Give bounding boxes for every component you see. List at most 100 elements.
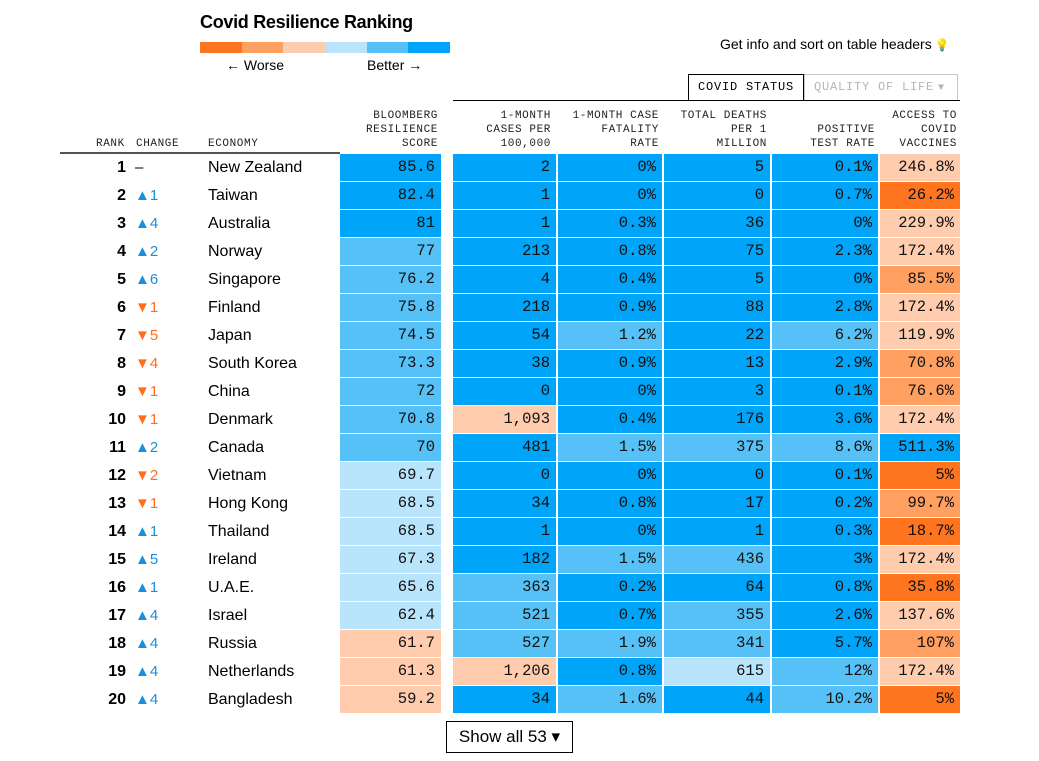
score-cell: 67.3 [340, 546, 441, 573]
show-all-button[interactable]: Show all 53 ▾ [446, 721, 573, 753]
change-cell: ▲2 [135, 439, 159, 456]
header-cases-line3: 100,000 [500, 138, 551, 150]
economy-cell: Russia [208, 635, 257, 652]
legend-swatch-best [408, 42, 451, 53]
table-row: 18 ▲4 Russia 61.7 527 1.9% 341 5.7% 107% [0, 630, 1039, 658]
deaths-cell: 22 [664, 322, 770, 349]
deaths-cell: 3 [664, 378, 770, 405]
table-row: 8 ▼4 South Korea 73.3 38 0.9% 13 2.9% 70.8% [0, 350, 1039, 378]
pos-cell: 5.7% [772, 630, 878, 657]
cases-cell: 1,093 [453, 406, 556, 433]
deaths-cell: 341 [664, 630, 770, 657]
tab-quality-of-life-label: QUALITY OF LIFE [814, 80, 935, 94]
info-hint: Get info and sort on table headers 💡 [720, 36, 950, 52]
deaths-cell: 17 [664, 490, 770, 517]
header-change[interactable]: CHANGE [136, 138, 180, 150]
legend-worse-label: ← Worse [226, 57, 285, 73]
lightbulb-icon: 💡 [934, 38, 950, 52]
change-cell: ▼2 [135, 467, 159, 484]
economy-cell: Singapore [208, 271, 281, 288]
score-cell: 76.2 [340, 266, 441, 293]
header-cfr-line3: RATE [630, 138, 659, 150]
cfr-cell: 0.8% [558, 658, 662, 685]
header-cases[interactable]: 1-MONTH CASES PER 100,000 [453, 109, 551, 151]
score-cell: 77 [340, 238, 441, 265]
table-row: 4 ▲2 Norway 77 213 0.8% 75 2.3% 172.4% [0, 238, 1039, 266]
deaths-cell: 36 [664, 210, 770, 237]
cfr-cell: 1.5% [558, 434, 662, 461]
rank-cell: 14 [108, 523, 126, 540]
header-divider [453, 100, 960, 101]
cfr-cell: 0.7% [558, 602, 662, 629]
economy-cell: Thailand [208, 523, 270, 540]
score-cell: 70.8 [340, 406, 441, 433]
economy-cell: New Zealand [208, 159, 303, 176]
header-score[interactable]: BLOOMBERG RESILIENCE SCORE [340, 109, 438, 151]
cfr-cell: 0.9% [558, 294, 662, 321]
tab-quality-of-life[interactable]: QUALITY OF LIFE ▼ [804, 74, 958, 101]
change-cell: ▲4 [135, 635, 159, 652]
cfr-cell: 0.8% [558, 238, 662, 265]
score-cell: 70 [340, 434, 441, 461]
vacc-cell: 172.4% [880, 546, 960, 573]
vacc-cell: 172.4% [880, 658, 960, 685]
rank-cell: 6 [117, 299, 126, 316]
header-pos-line2: TEST RATE [810, 138, 875, 150]
score-cell: 81 [340, 210, 441, 237]
tab-covid-status[interactable]: COVID STATUS [688, 74, 804, 101]
header-rank[interactable]: RANK [96, 138, 125, 150]
pos-cell: 2.3% [772, 238, 878, 265]
cfr-cell: 0.8% [558, 490, 662, 517]
vacc-cell: 18.7% [880, 518, 960, 545]
cfr-cell: 0.4% [558, 266, 662, 293]
deaths-cell: 176 [664, 406, 770, 433]
header-vacc-line3: VACCINES [899, 138, 957, 150]
pos-cell: 2.8% [772, 294, 878, 321]
vacc-cell: 99.7% [880, 490, 960, 517]
cfr-cell: 0% [558, 518, 662, 545]
deaths-cell: 88 [664, 294, 770, 321]
deaths-cell: 0 [664, 462, 770, 489]
change-cell: ▼1 [135, 383, 159, 400]
cfr-cell: 0.2% [558, 574, 662, 601]
economy-cell: Japan [208, 327, 252, 344]
pos-cell: 0% [772, 266, 878, 293]
header-economy[interactable]: ECONOMY [208, 138, 259, 150]
header-vacc-line2: COVID [920, 124, 957, 136]
table-row: 20 ▲4 Bangladesh 59.2 34 1.6% 44 10.2% 5% [0, 686, 1039, 714]
deaths-cell: 44 [664, 686, 770, 713]
score-cell: 61.7 [340, 630, 441, 657]
header-deaths-line2: PER 1 [730, 124, 767, 136]
cfr-cell: 0.9% [558, 350, 662, 377]
pos-cell: 10.2% [772, 686, 878, 713]
deaths-cell: 375 [664, 434, 770, 461]
header-vacc[interactable]: ACCESS TO COVID VACCINES [880, 109, 957, 151]
change-cell: ▼5 [135, 327, 159, 344]
header-cfr-line1: 1-MONTH CASE [572, 110, 659, 122]
pos-cell: 0.3% [772, 518, 878, 545]
score-cell: 82.4 [340, 182, 441, 209]
deaths-cell: 1 [664, 518, 770, 545]
color-legend [200, 42, 451, 53]
table-row: 5 ▲6 Singapore 76.2 4 0.4% 5 0% 85.5% [0, 266, 1039, 294]
legend-swatch-worst [200, 42, 242, 53]
header-deaths[interactable]: TOTAL DEATHS PER 1 MILLION [664, 109, 767, 151]
change-cell: ▲5 [135, 551, 159, 568]
header-score-line3: SCORE [401, 138, 438, 150]
deaths-cell: 436 [664, 546, 770, 573]
score-cell: 62.4 [340, 602, 441, 629]
pos-cell: 8.6% [772, 434, 878, 461]
vacc-cell: 172.4% [880, 406, 960, 433]
vacc-cell: 70.8% [880, 350, 960, 377]
score-cell: 59.2 [340, 686, 441, 713]
economy-cell: Israel [208, 607, 248, 624]
table-row: 2 ▲1 Taiwan 82.4 1 0% 0 0.7% 26.2% [0, 182, 1039, 210]
rank-cell: 13 [108, 495, 126, 512]
header-pos[interactable]: POSITIVE TEST RATE [772, 123, 875, 151]
header-cfr[interactable]: 1-MONTH CASE FATALITY RATE [558, 109, 659, 151]
change-cell: ▲4 [135, 691, 159, 708]
cfr-cell: 0.3% [558, 210, 662, 237]
vacc-cell: 246.8% [880, 154, 960, 181]
table-row: 16 ▲1 U.A.E. 65.6 363 0.2% 64 0.8% 35.8% [0, 574, 1039, 602]
vacc-cell: 5% [880, 462, 960, 489]
